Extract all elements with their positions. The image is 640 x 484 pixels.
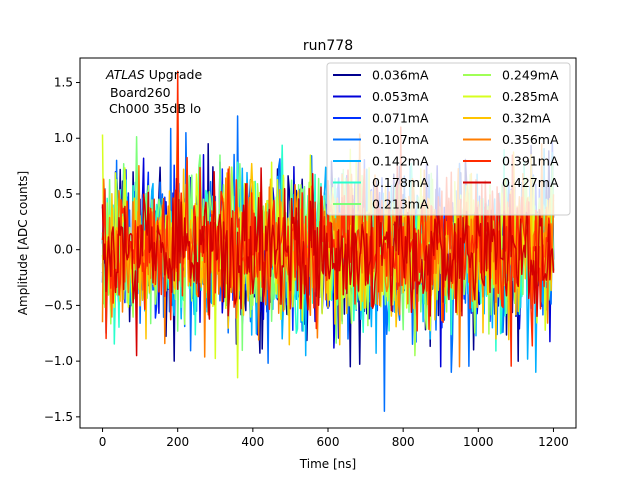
legend-label-0.391mA: 0.391mA (502, 154, 559, 169)
y-tick-label: 1.5 (54, 76, 73, 90)
legend-label-0.427mA: 0.427mA (502, 175, 559, 190)
x-tick-label: 1000 (463, 435, 494, 449)
y-axis-label: Amplitude [ADC counts] (16, 171, 30, 315)
x-tick-label: 0 (99, 435, 107, 449)
legend-label-0.213mA: 0.213mA (372, 197, 429, 212)
x-tick-label: 800 (392, 435, 415, 449)
legend-label-0.178mA: 0.178mA (372, 175, 429, 190)
legend-label-0.107mA: 0.107mA (372, 132, 429, 147)
y-tick-label: −1.0 (44, 354, 73, 368)
annotation-line-2: Board260 (110, 85, 171, 100)
annotation-atlas: ATLAS (105, 67, 145, 82)
series-line-0.427mA (101, 165, 555, 357)
annotation-upgrade: Upgrade (145, 67, 203, 82)
x-tick-label: 600 (317, 435, 340, 449)
x-tick-label: 400 (241, 435, 264, 449)
legend-label-0.053mA: 0.053mA (372, 89, 429, 104)
y-tick-label: 0.0 (54, 243, 73, 257)
axes-layer: 0 200 400 600 800 1000 1200 −1.5 −1.0 −0.5 0.0 0.5 1… (44, 57, 577, 449)
annotation-line-3: Ch000 35dB lo (109, 101, 201, 116)
annotation-line-1: ATLAS Upgrade (105, 67, 202, 82)
y-tick-label: 0.5 (54, 187, 73, 201)
legend-label-0.249mA: 0.249mA (502, 68, 559, 83)
x-tick-label: 1200 (538, 435, 569, 449)
annotation-text: ATLAS Upgrade Board260 Ch000 35dB lo (105, 67, 202, 116)
legend-label-0.142mA: 0.142mA (372, 154, 429, 169)
legend-label-0.356mA: 0.356mA (502, 132, 559, 147)
legend-box (326, 62, 571, 216)
legend-label-0.036mA: 0.036mA (372, 68, 429, 83)
x-tick-label: 200 (166, 435, 189, 449)
legend-label-0.285mA: 0.285mA (502, 89, 559, 104)
legend: 0.036mA 0.053mA 0.071mA 0.107mA 0.142mA 0.178… (326, 62, 571, 216)
x-axis-label: Time [ns] (299, 457, 356, 471)
y-tick-label: −1.5 (44, 410, 73, 424)
y-tick-label: 1.0 (54, 131, 73, 145)
legend-label-0.071mA: 0.071mA (372, 111, 429, 126)
legend-label-0.32mA: 0.32mA (502, 111, 551, 126)
chart-title: run778 (303, 38, 353, 54)
y-tick-label: −0.5 (44, 298, 73, 312)
